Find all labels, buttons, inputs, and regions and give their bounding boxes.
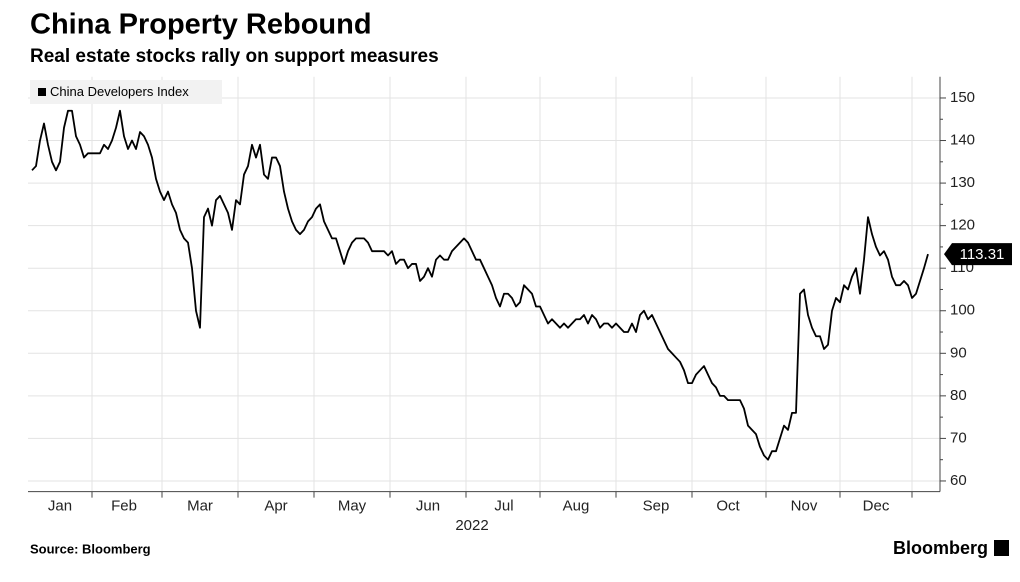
source: Source: Bloomberg [30, 541, 151, 556]
x-tick-label: Dec [863, 498, 890, 515]
legend-label: China Developers Index [50, 84, 189, 99]
brand-logo: Bloomberg [893, 538, 988, 558]
y-tick-label: 70 [950, 429, 967, 446]
x-tick-label: Jun [416, 498, 440, 515]
chart-subtitle: Real estate stocks rally on support meas… [30, 46, 439, 67]
x-tick-label: Aug [563, 498, 590, 515]
x-tick-label: Mar [187, 498, 213, 515]
brand-icon [994, 540, 1009, 556]
y-tick-label: 100 [950, 302, 975, 319]
legend: China Developers Index [30, 80, 222, 104]
x-tick-label: May [338, 498, 367, 515]
y-tick-label: 80 [950, 387, 967, 404]
last-value-flag [944, 243, 1012, 266]
line-series [31, 109, 929, 461]
last-value-label: 113.31 [960, 246, 1005, 263]
y-tick-label: 140 [950, 131, 975, 148]
y-tick-label: 130 [950, 174, 975, 191]
x-tick-label: Jul [494, 498, 513, 515]
x-axis-label: 2022 [455, 517, 488, 534]
x-tick-label: Apr [264, 498, 287, 515]
y-tick-label: 150 [950, 89, 975, 106]
x-tick-label: Oct [716, 498, 740, 515]
y-tick-label: 120 [950, 217, 975, 234]
x-tick-label: Feb [111, 498, 137, 515]
legend-swatch [38, 88, 46, 96]
y-tick-label: 90 [950, 344, 967, 361]
legend-box [30, 80, 222, 104]
x-tick-label: Nov [791, 498, 818, 515]
y-tick-label: 60 [950, 472, 967, 489]
x-tick-label: Sep [643, 498, 670, 515]
x-tick-label: Jan [48, 498, 72, 515]
chart-title: China Property Rebound [30, 9, 372, 41]
